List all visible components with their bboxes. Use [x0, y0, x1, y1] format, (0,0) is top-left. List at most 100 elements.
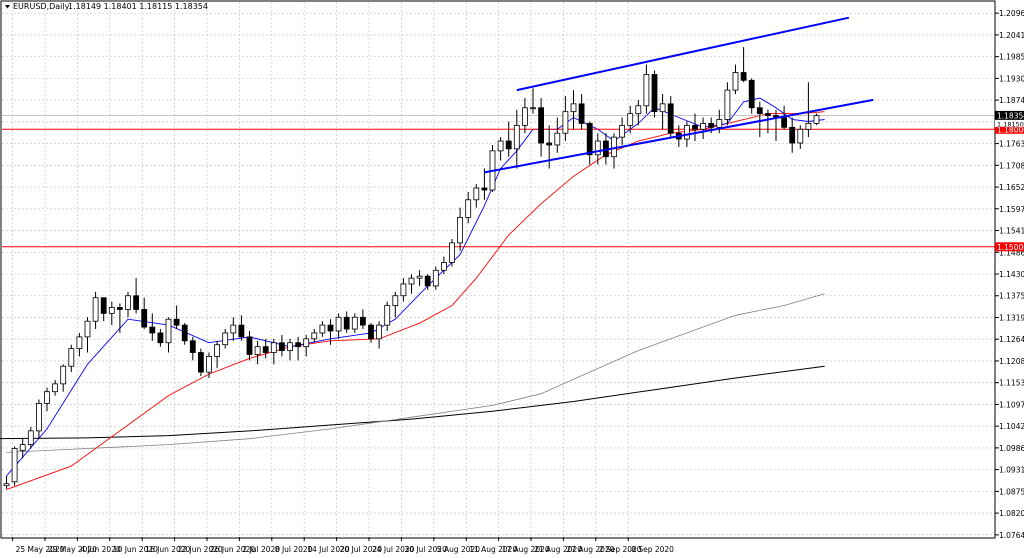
candle-bearish — [117, 307, 123, 310]
candle-bullish — [805, 123, 812, 130]
candle-bullish — [222, 332, 229, 346]
candle-bullish — [522, 107, 528, 126]
price-tags: 1.18000 1.15000 1.183541.18150 — [995, 110, 1024, 252]
ohlc-readout: 1.18149 1.18401 1.18115 1.18354 — [68, 2, 208, 11]
chevron-down-icon[interactable] — [5, 5, 10, 9]
candle-bullish — [473, 187, 480, 201]
ma-fast-line — [6, 97, 825, 477]
x-tick-label: 29 May 2020 — [48, 545, 97, 554]
y-tick-label: 1.09865 — [999, 444, 1024, 453]
candle-bearish — [157, 332, 164, 344]
candle-bullish — [60, 365, 67, 385]
y-tick-label: 1.07645 — [999, 531, 1024, 540]
candle-bearish — [141, 309, 148, 328]
candle-bearish — [481, 187, 488, 191]
last-price-tag — [995, 110, 1024, 120]
candle-bullish — [351, 316, 358, 330]
candle-bullish — [570, 103, 577, 113]
x-tick-label: 22 Jun 2020 — [178, 545, 223, 554]
x-tick-label: 14 Jul 2020 — [307, 545, 350, 554]
candle-bearish — [578, 103, 585, 124]
channel-upper-line[interactable] — [516, 16, 850, 92]
y-tick-label: 1.13750 — [999, 292, 1024, 301]
symbol-title: EURUSD,Daily — [13, 2, 70, 11]
candle-bearish — [586, 123, 593, 156]
x-tick-label: 26 Jun 2020 — [210, 545, 255, 554]
candle-bullish — [724, 89, 731, 120]
candle-bullish — [700, 123, 706, 130]
y-tick-label: 1.17635 — [999, 140, 1024, 149]
candle-bullish — [627, 113, 634, 126]
y-tick-label: 1.08200 — [999, 509, 1024, 518]
level-price-tag — [995, 242, 1024, 252]
channel-lower-line[interactable] — [484, 98, 874, 174]
candle-bearish — [756, 107, 763, 115]
level-price-label: 1.18000 — [997, 125, 1024, 134]
plot-frame — [0, 0, 996, 539]
x-tick-label: 4 Jun 2020 — [80, 545, 121, 554]
candle-bearish — [149, 326, 156, 334]
x-tick-label: 10 Jun 2020 — [113, 545, 158, 554]
candle-bullish — [384, 305, 391, 326]
candle-bearish — [262, 346, 269, 353]
x-tick-label: 27 Aug 2020 — [566, 545, 614, 554]
candle-bullish — [319, 324, 326, 334]
candle-bullish — [214, 344, 221, 357]
y-tick-label: 1.15970 — [999, 205, 1024, 214]
secondary-price-label: 1.18150 — [997, 120, 1024, 128]
candle-bullish — [84, 320, 91, 338]
candle-bullish — [335, 316, 342, 332]
candle-bullish — [230, 324, 237, 334]
x-tick-label: 5 Aug 2020 — [437, 545, 480, 554]
candle-bullish — [303, 338, 310, 348]
y-tick-label: 1.13195 — [999, 313, 1024, 322]
candle-bullish — [684, 124, 690, 140]
candles — [3, 47, 820, 489]
candle-bullish — [68, 348, 75, 367]
candle-bearish — [181, 324, 188, 342]
candle-bullish — [643, 74, 650, 107]
candle-bullish — [659, 103, 666, 113]
y-tick-label: 1.17080 — [999, 161, 1024, 170]
level-price-label: 1.15000 — [997, 243, 1024, 252]
candle-bullish — [594, 140, 601, 156]
candle-bullish — [125, 295, 131, 310]
candle-bullish — [254, 346, 261, 355]
y-tick-label: 1.14860 — [999, 248, 1024, 257]
x-tick-label: 25 May 2020 — [16, 545, 65, 554]
horizontal-levels — [2, 115, 995, 248]
y-tick-label: 1.18745 — [999, 96, 1024, 105]
secondary-price-tag — [995, 119, 1024, 127]
candle-bullish — [287, 342, 293, 351]
candle-bearish — [359, 316, 366, 326]
candle-bearish — [692, 124, 698, 130]
candle-bullish — [108, 307, 115, 314]
candle-bullish — [270, 342, 277, 353]
candle-bearish — [343, 316, 350, 330]
y-tick-label: 1.19855 — [999, 53, 1024, 62]
candle-bullish — [457, 217, 464, 244]
candle-bullish — [392, 295, 399, 306]
y-tick-label: 1.10420 — [999, 422, 1024, 431]
y-tick-label: 1.16525 — [999, 183, 1024, 192]
candle-bearish — [789, 126, 796, 144]
candle-bullish — [716, 119, 723, 128]
candle-bullish — [562, 111, 569, 134]
candle-bullish — [554, 132, 561, 146]
candle-bearish — [246, 336, 253, 355]
candle-bullish — [449, 242, 455, 263]
candle-bearish — [546, 142, 553, 146]
ma-slow-line — [6, 293, 825, 453]
trend-channel — [484, 16, 874, 174]
candle-bullish — [635, 105, 642, 115]
candle-bearish — [538, 107, 544, 144]
candle-bullish — [408, 277, 415, 285]
candle-bearish — [238, 324, 245, 338]
candle-bearish — [708, 123, 715, 128]
candle-bullish — [19, 444, 26, 451]
price-axis: 1.20965 1.20410 1.19855 1.19300 1.18745 1.181… — [995, 9, 1024, 540]
candle-bullish — [497, 140, 504, 152]
